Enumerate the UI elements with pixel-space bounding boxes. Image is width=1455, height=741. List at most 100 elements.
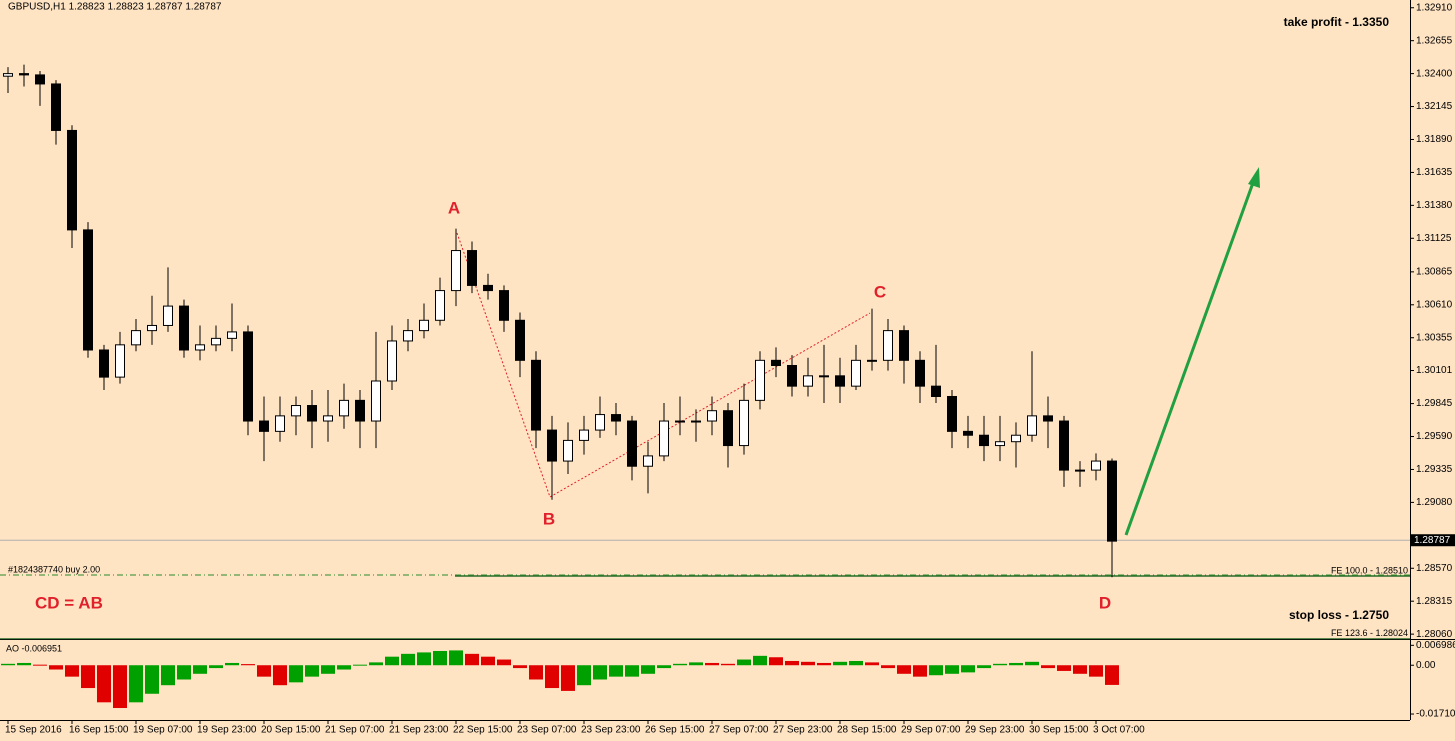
ao-bar [145, 665, 159, 694]
ao-bar [241, 664, 255, 666]
ao-title: AO -0.006951 [6, 643, 62, 653]
y-tick-label: 1.32400 [1416, 68, 1453, 79]
x-tick-label: 22 Sep 15:00 [453, 725, 513, 736]
candle-body [835, 375, 845, 387]
ao-bar [321, 665, 335, 674]
candle-body [83, 229, 93, 351]
candle-body [947, 395, 957, 432]
candle-body [467, 250, 477, 286]
x-tick-label: 20 Sep 15:00 [261, 725, 321, 736]
ao-bar [753, 655, 767, 666]
ao-bar [1025, 661, 1039, 666]
ao-bar [65, 665, 79, 677]
ao-bar [1041, 665, 1055, 669]
candle-body [851, 359, 861, 387]
y-tick-label: 1.28315 [1416, 596, 1453, 607]
level-label: FE 100.0 - 1.28510 [1331, 565, 1408, 575]
candle-body [755, 359, 765, 401]
y-tick-label: 1.32910 [1416, 2, 1453, 13]
x-tick-label: 28 Sep 15:00 [837, 725, 897, 736]
ao-bar [369, 662, 383, 666]
candle-body [227, 331, 237, 339]
target-arrow [1124, 179, 1256, 536]
candle-body [419, 319, 429, 332]
y-tick-label: 1.31890 [1416, 134, 1453, 145]
y-tick-label: 1.29080 [1416, 497, 1453, 508]
candle-body [547, 429, 557, 462]
candle-body [51, 83, 61, 131]
candle-body [675, 420, 685, 423]
candle-body [627, 420, 637, 467]
candle-body [1027, 415, 1037, 436]
candle-body [915, 359, 925, 387]
candle-body [723, 410, 733, 447]
x-tick-label: 21 Sep 07:00 [325, 725, 385, 736]
ao-bar [305, 665, 319, 677]
candle-body [483, 284, 493, 292]
x-tick-label: 19 Sep 07:00 [133, 725, 193, 736]
y-tick-label: 1.29845 [1416, 398, 1453, 409]
y-tick-label: 1.29590 [1416, 431, 1453, 442]
candle-body [883, 330, 893, 361]
ao-bar [833, 661, 847, 666]
candle-body [963, 430, 973, 436]
ao-bar [497, 659, 511, 666]
ao-bar [993, 663, 1007, 666]
ao-bar [1105, 665, 1119, 685]
ao-bar [385, 656, 399, 666]
ao-bar [1073, 665, 1087, 674]
candle-body [163, 305, 173, 326]
ao-bar [225, 662, 239, 666]
ao-bar [737, 659, 751, 666]
y-tick-label: 1.30355 [1416, 332, 1453, 343]
point-label: D [1099, 593, 1111, 612]
ao-bar [673, 663, 687, 666]
candle-body [387, 340, 397, 382]
ao-bar [1057, 665, 1071, 671]
ao-bar [401, 653, 415, 666]
y-tick-label: 1.31125 [1416, 233, 1452, 244]
ao-bar [817, 662, 831, 666]
ao-bar [625, 665, 639, 677]
ao-bar [97, 665, 111, 703]
candle-body [115, 344, 125, 378]
ao-bar [49, 665, 63, 670]
candle-body [307, 405, 317, 422]
ao-bar [545, 665, 559, 689]
candle-body [643, 455, 653, 467]
y-tick-label: 1.30610 [1416, 299, 1453, 310]
x-tick-label: 30 Sep 15:00 [1029, 725, 1089, 736]
candle-body [3, 73, 13, 77]
candle-body [899, 330, 909, 361]
x-tick-label: 16 Sep 15:00 [69, 725, 129, 736]
x-tick-label: 3 Oct 07:00 [1093, 725, 1145, 736]
x-tick-label: 26 Sep 15:00 [645, 725, 705, 736]
candle-body [195, 344, 205, 351]
candle-body [739, 399, 749, 447]
point-label: B [543, 509, 555, 528]
ao-bar [897, 665, 911, 674]
ao-bar [33, 664, 47, 666]
candle-body [691, 420, 701, 423]
ao-bar [641, 665, 655, 674]
y-tick-label: 1.30101 [1416, 365, 1453, 376]
ao-bar [721, 663, 735, 666]
x-tick-label: 23 Sep 07:00 [517, 725, 577, 736]
order-label: #1824387740 buy 2.00 [8, 564, 100, 574]
ao-bar [865, 662, 879, 666]
candle-body [451, 250, 461, 292]
candle-body [35, 74, 45, 85]
point-label: A [448, 198, 460, 217]
candle-body [275, 415, 285, 432]
ao-bar [961, 665, 975, 673]
candle-body [1011, 434, 1021, 443]
arrow-head [1248, 167, 1260, 188]
candle-body [771, 359, 781, 366]
candle-body [867, 359, 877, 362]
ao-bar [129, 665, 143, 703]
last-price-label: 1.28787 [1414, 535, 1451, 546]
y-tick-label: 0.00 [1416, 660, 1436, 671]
ao-bar [177, 665, 191, 680]
